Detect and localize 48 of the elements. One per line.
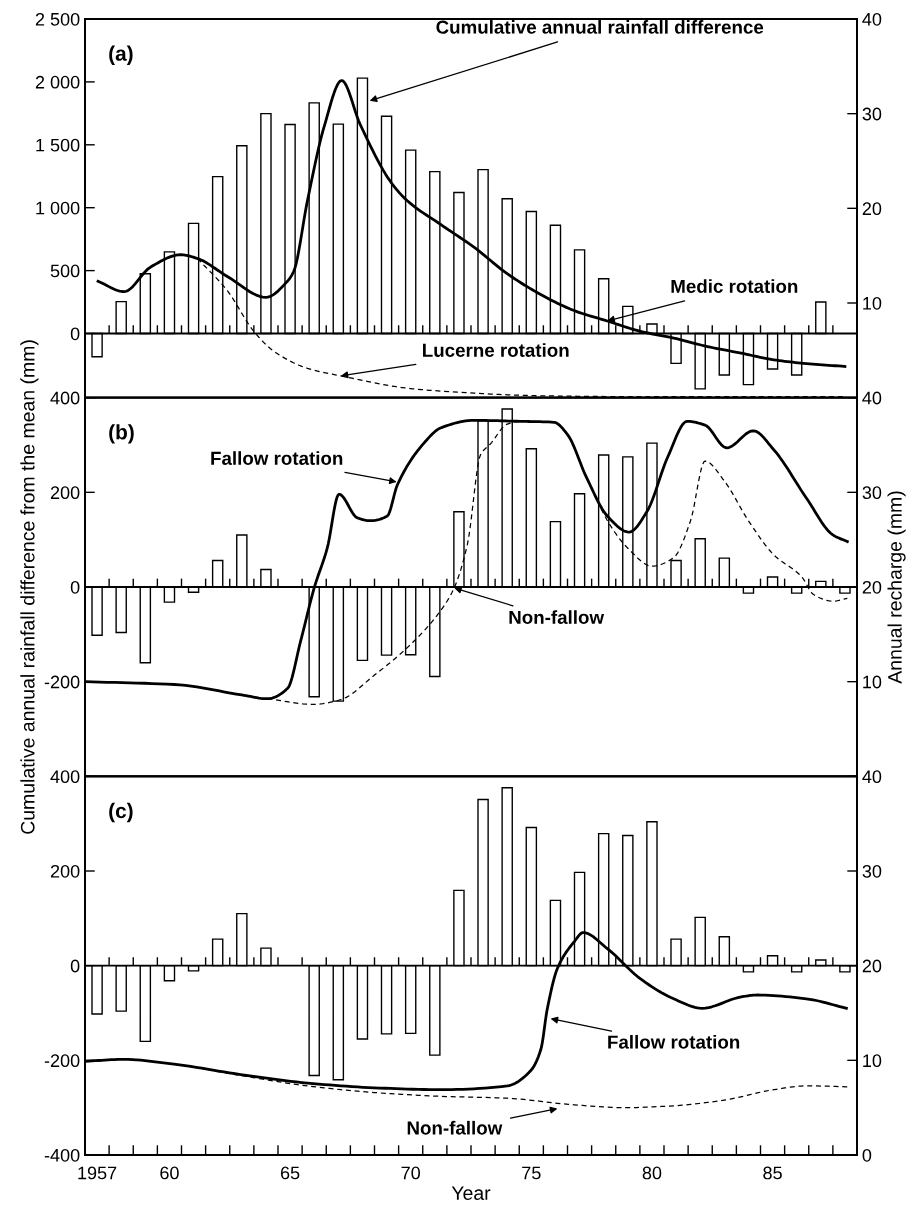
- x-tick-label: 60: [160, 1166, 179, 1180]
- x-tick-label: 1957: [78, 1166, 117, 1180]
- y-tick-label: 0: [70, 959, 80, 973]
- annotation: Fallow rotation: [211, 451, 343, 465]
- y-tick-label: 1 500: [36, 138, 80, 152]
- y-tick-label: 200: [50, 486, 80, 500]
- annotation: Non-fallow: [509, 610, 605, 624]
- y-tick-label: 2 500: [35, 12, 80, 26]
- annotation: Cumulative annual rainfall difference: [436, 20, 764, 34]
- x-tick-label: 85: [763, 1166, 782, 1180]
- x-tick-label: 65: [280, 1166, 300, 1180]
- y-axis-title: Cumulative annual rainfall difference from the mean (mm): [20, 340, 39, 834]
- y2-tick-label: 30: [862, 107, 882, 121]
- y-tick-label: -400: [44, 1148, 80, 1162]
- y2-tick-label: 20: [862, 959, 882, 973]
- y2-tick-label: 20: [862, 580, 882, 594]
- x-tick-label: 70: [401, 1166, 421, 1180]
- x-tick-label: 80: [642, 1166, 662, 1180]
- y2-tick-label: 10: [863, 296, 882, 310]
- x-axis-title: Year: [451, 1186, 491, 1200]
- y-tick-label: 400: [50, 770, 80, 784]
- y-tick-label: -200: [44, 675, 80, 689]
- annotation: Medic rotation: [671, 279, 798, 293]
- y-tick-label: 400: [50, 391, 80, 405]
- y2-tick-label: 30: [862, 864, 882, 878]
- x-tick-label: 75: [522, 1166, 541, 1180]
- y-tick-label: 1 000: [36, 201, 80, 215]
- y2-tick-label: 30: [862, 486, 882, 500]
- y2-tick-label: 10: [863, 1054, 882, 1068]
- annotation: (b): [109, 424, 134, 444]
- y2-tick-label: 40: [862, 391, 882, 405]
- y2-axis-title: Annual recharge (mm): [887, 491, 906, 684]
- annotation: (a): [109, 45, 133, 65]
- annotation: Non-fallow: [407, 1120, 503, 1135]
- y2-tick-label: 40: [862, 12, 882, 26]
- y-tick-label: 2 000: [35, 75, 80, 89]
- annotation: (c): [109, 802, 133, 823]
- annotation: Lucerne rotation: [423, 343, 569, 357]
- y-tick-label: 500: [50, 264, 80, 278]
- y2-tick-label: 20: [862, 202, 882, 216]
- y2-tick-label: 10: [863, 675, 882, 689]
- y2-tick-label: 40: [862, 770, 882, 784]
- y-tick-label: 0: [70, 327, 80, 341]
- y-tick-label: 200: [50, 864, 80, 878]
- y-tick-label: -200: [44, 1054, 80, 1068]
- annotation: Fallow rotation: [608, 1034, 740, 1049]
- y-tick-label: 0: [70, 580, 80, 594]
- y2-tick-label: 0: [862, 1148, 872, 1162]
